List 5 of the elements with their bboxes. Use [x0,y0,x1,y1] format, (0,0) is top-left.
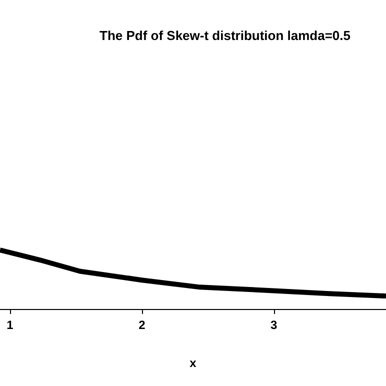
x-tick-label: 2 [138,318,146,332]
x-axis-title: x [190,356,197,370]
x-tick-label: 3 [270,318,278,332]
chart-title: The Pdf of Skew-t distribution lamda=0.5 [99,28,351,43]
x-tick-label: 1 [6,318,14,332]
